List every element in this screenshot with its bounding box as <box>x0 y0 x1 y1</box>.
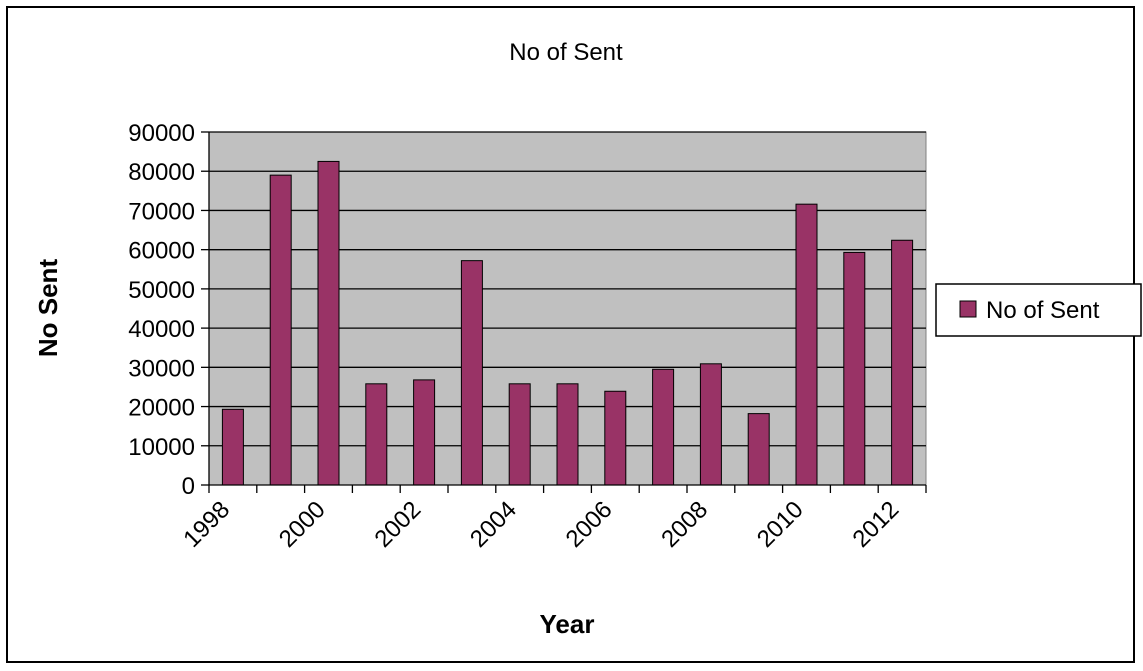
bar <box>365 383 388 486</box>
bar <box>604 390 627 486</box>
bar <box>460 260 483 486</box>
bar <box>843 251 866 486</box>
chart-title: No of Sent <box>509 39 623 66</box>
y-tick-label: 90000 <box>128 120 195 147</box>
x-tick-label: 2006 <box>561 496 618 553</box>
bar <box>413 379 436 486</box>
bar <box>317 160 340 486</box>
bar <box>699 363 722 486</box>
y-tick-label: 30000 <box>128 355 195 382</box>
y-tick-label: 10000 <box>128 434 195 461</box>
bar <box>508 383 531 486</box>
x-tick-label: 2002 <box>369 496 426 553</box>
x-tick-label: 2012 <box>847 496 904 553</box>
y-tick-label: 70000 <box>128 198 195 225</box>
bar <box>269 174 292 486</box>
y-tick-label: 50000 <box>128 277 195 304</box>
bar <box>652 368 675 486</box>
bar <box>556 383 579 486</box>
bar <box>891 239 914 486</box>
y-tick-label: 20000 <box>128 395 195 422</box>
y-tick-label: 40000 <box>128 316 195 343</box>
x-tick-label: 1998 <box>178 496 235 553</box>
legend: No of Sent <box>935 283 1142 337</box>
legend-label: No of Sent <box>986 297 1100 324</box>
y-tick-label: 80000 <box>128 159 195 186</box>
x-tick-label: 2000 <box>274 496 331 553</box>
plot-area: 0 10000 20000 30000 40000 50000 60000 70000 8000… <box>128 120 927 553</box>
x-axis-title: Year <box>540 609 595 639</box>
x-tick-label: 2004 <box>465 496 522 553</box>
bar <box>747 413 770 486</box>
bar <box>221 408 244 486</box>
y-tick-label: 60000 <box>128 238 195 265</box>
x-tick-label: 2010 <box>752 496 809 553</box>
legend-swatch <box>959 300 977 318</box>
y-tick-label: 0 <box>182 473 195 500</box>
y-axis-title: No Sent <box>33 259 63 358</box>
x-tick-label: 2008 <box>656 496 713 553</box>
bar <box>795 203 818 486</box>
